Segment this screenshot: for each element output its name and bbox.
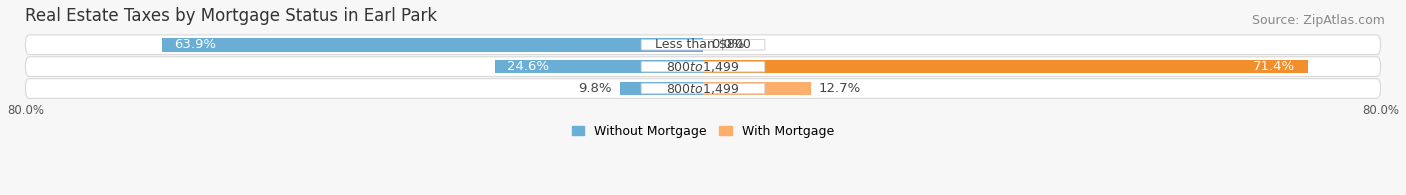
Text: 63.9%: 63.9% [174,38,217,51]
FancyBboxPatch shape [641,83,765,94]
FancyBboxPatch shape [25,35,1381,55]
Text: 71.4%: 71.4% [1253,60,1295,73]
Bar [620,82,703,95]
Text: $800 to $1,499: $800 to $1,499 [666,60,740,74]
Text: 9.8%: 9.8% [578,82,612,95]
Bar [162,38,703,51]
Text: 0.0%: 0.0% [711,38,745,51]
Bar [495,60,703,74]
FancyBboxPatch shape [641,40,765,50]
FancyBboxPatch shape [641,61,765,72]
FancyBboxPatch shape [25,79,1381,98]
Bar [703,60,1308,74]
Legend: Without Mortgage, With Mortgage: Without Mortgage, With Mortgage [572,125,834,138]
FancyBboxPatch shape [25,57,1381,76]
Text: 24.6%: 24.6% [508,60,550,73]
Bar [703,82,811,95]
Text: 12.7%: 12.7% [820,82,862,95]
Text: Less than $800: Less than $800 [655,38,751,51]
Text: Real Estate Taxes by Mortgage Status in Earl Park: Real Estate Taxes by Mortgage Status in … [25,7,437,25]
Text: $800 to $1,499: $800 to $1,499 [666,82,740,96]
Text: Source: ZipAtlas.com: Source: ZipAtlas.com [1251,14,1385,27]
